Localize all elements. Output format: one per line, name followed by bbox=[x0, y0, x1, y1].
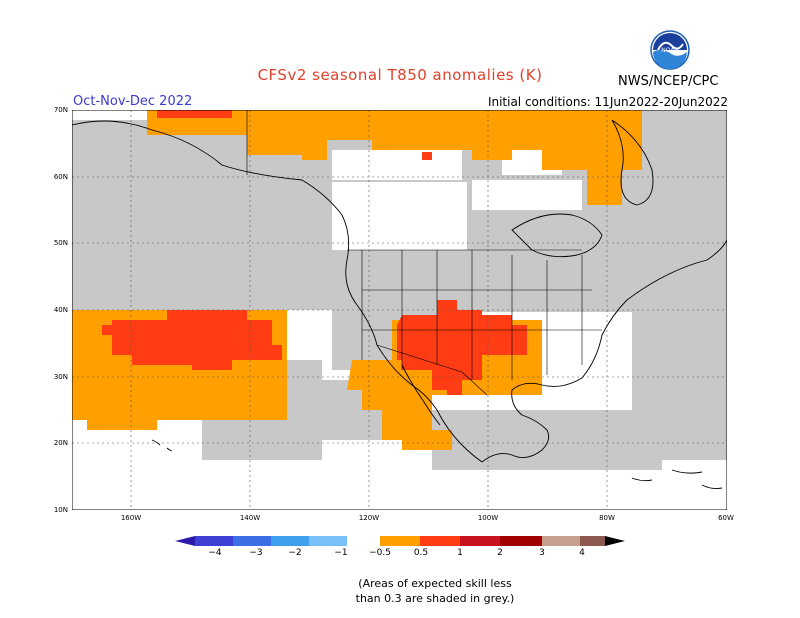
colorbar-label: −2 bbox=[288, 548, 302, 558]
political-borders bbox=[246, 110, 602, 396]
colorbar-swatch bbox=[233, 536, 271, 546]
colorbar-label: 4 bbox=[579, 548, 585, 558]
initial-conditions-label: Initial conditions: 11Jun2022-20Jun2022 bbox=[487, 95, 728, 109]
lat-label: 30N bbox=[53, 373, 68, 381]
lat-label: 10N bbox=[53, 506, 68, 514]
lat-label: 40N bbox=[53, 306, 68, 314]
lat-label: 70N bbox=[53, 106, 68, 114]
lon-label: 160W bbox=[120, 514, 142, 522]
lat-label: 60N bbox=[53, 173, 68, 181]
anomaly-map bbox=[72, 110, 727, 510]
colorbar-swatch bbox=[420, 536, 460, 546]
colorbar-label: −4 bbox=[208, 548, 222, 558]
lon-label: 80W bbox=[599, 514, 615, 522]
skill-note-line-2: than 0.3 are shaded in grey.) bbox=[355, 592, 515, 605]
colorbar bbox=[175, 536, 625, 546]
colorbar-high-arrow bbox=[605, 536, 625, 546]
lat-label: 50N bbox=[53, 239, 68, 247]
colorbar-label: −3 bbox=[249, 548, 263, 558]
colorbar-label: 2 bbox=[497, 548, 503, 558]
colorbar-label: 1 bbox=[457, 548, 463, 558]
skill-note-line-1: (Areas of expected skill less bbox=[358, 577, 512, 590]
lon-label: 100W bbox=[477, 514, 499, 522]
colorbar-label: −1 bbox=[334, 548, 348, 558]
colorbar-swatch bbox=[195, 536, 233, 546]
colorbar-swatch bbox=[580, 536, 605, 546]
lon-label: 60W bbox=[718, 514, 734, 522]
season-label: Oct-Nov-Dec 2022 bbox=[73, 94, 193, 109]
colorbar-swatch bbox=[271, 536, 309, 546]
colorbar-swatch bbox=[542, 536, 580, 546]
white-gaps bbox=[72, 110, 727, 510]
colorbar-low-arrow bbox=[175, 536, 195, 546]
noaa-logo-icon: NOAA bbox=[650, 30, 690, 70]
colorbar-swatch bbox=[500, 536, 542, 546]
colorbar-label: −0.5 bbox=[369, 548, 391, 558]
colorbar-swatch bbox=[309, 536, 347, 546]
colorbar-swatch bbox=[347, 536, 380, 546]
colorbar-swatch bbox=[380, 536, 420, 546]
lon-label: 120W bbox=[358, 514, 380, 522]
colorbar-swatch bbox=[460, 536, 500, 546]
lat-label: 20N bbox=[53, 439, 68, 447]
agency-label: NWS/NCEP/CPC bbox=[618, 74, 719, 89]
chart-title: CFSv2 seasonal T850 anomalies (K) bbox=[257, 66, 543, 84]
anomaly-1-2-areas bbox=[102, 110, 527, 395]
lon-label: 140W bbox=[239, 514, 261, 522]
colorbar-label: 3 bbox=[539, 548, 545, 558]
coastlines bbox=[72, 119, 727, 490]
logo-text: NOAA bbox=[661, 47, 679, 54]
colorbar-label: 0.5 bbox=[413, 548, 429, 558]
